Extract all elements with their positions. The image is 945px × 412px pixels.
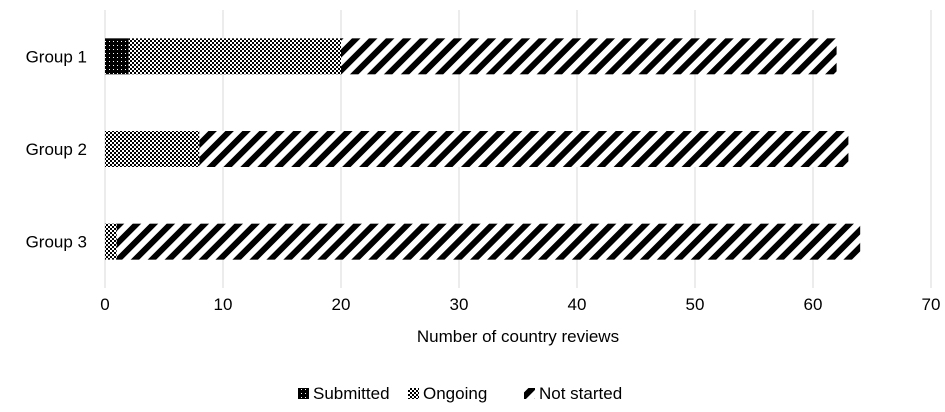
bar-segment: [105, 223, 117, 260]
legend-label: Ongoing: [423, 384, 487, 403]
bar-segment: [116, 223, 861, 260]
category-label: Group 1: [26, 47, 87, 66]
x-tick-label: 70: [922, 295, 941, 314]
category-label: Group 3: [26, 233, 87, 252]
bar-segment: [105, 131, 200, 167]
x-tick-label: 0: [100, 295, 109, 314]
legend-swatch: [408, 388, 419, 399]
x-tick-label: 30: [450, 295, 469, 314]
x-tick-label: 20: [332, 295, 351, 314]
bars: [105, 38, 861, 260]
bar-segment: [199, 131, 849, 167]
bar-segment: [341, 38, 837, 75]
x-axis-title: Number of country reviews: [417, 327, 619, 346]
bar-segment: [105, 38, 129, 75]
x-tick-label: 50: [686, 295, 705, 314]
legend: Submitted Ongoing Not started: [298, 384, 622, 403]
x-tick-label: 10: [214, 295, 233, 314]
legend-label: Submitted: [313, 384, 390, 403]
x-tick-label: 60: [804, 295, 823, 314]
bar-segment: [128, 38, 341, 75]
legend-swatch: [524, 388, 535, 399]
category-label: Group 2: [26, 140, 87, 159]
category-labels: Group 1 Group 2 Group 3: [26, 47, 87, 251]
legend-label: Not started: [539, 384, 622, 403]
x-tick-labels: 0 10 20 30 40 50 60 70: [100, 295, 940, 314]
x-tick-label: 40: [568, 295, 587, 314]
legend-swatch: [298, 388, 309, 399]
